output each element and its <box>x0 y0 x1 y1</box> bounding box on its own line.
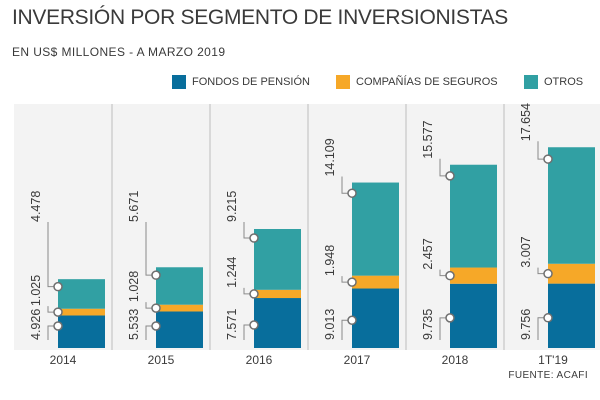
value-label: 9.735 <box>421 309 435 340</box>
value-label: 4.478 <box>29 191 43 222</box>
bar-segment <box>450 267 497 284</box>
legend-label-fondos: FONDOS DE PENSIÓN <box>192 76 310 88</box>
bar-segment <box>450 283 497 348</box>
value-marker <box>53 321 63 331</box>
legend-item-fondos: FONDOS DE PENSIÓN <box>172 74 310 90</box>
chart-title: INVERSIÓN POR SEGMENTO DE INVERSIONISTAS <box>12 6 508 29</box>
bar-segment <box>548 147 595 264</box>
bar-segment <box>254 298 301 348</box>
value-marker <box>347 315 357 326</box>
value-marker <box>151 270 161 280</box>
value-marker <box>445 171 455 181</box>
x-tick-label: 2018 <box>442 353 469 367</box>
bar-segment <box>254 229 301 290</box>
legend-label-otros: OTROS <box>544 76 584 88</box>
legend-swatch-companias <box>336 75 350 89</box>
value-label: 5.533 <box>127 309 141 340</box>
value-label: 9.756 <box>519 309 533 340</box>
value-label: 5.671 <box>127 191 141 222</box>
value-label: 7.571 <box>225 309 239 340</box>
x-tick-label: 1T'19 <box>538 353 568 367</box>
bar-segment <box>58 279 105 309</box>
value-marker <box>543 313 553 323</box>
chart-subtitle: EN US$ MILLONES - A MARZO 2019 <box>12 45 226 59</box>
x-tick-label: 2016 <box>246 353 273 367</box>
value-label: 1.025 <box>29 275 43 306</box>
bar-segment <box>352 275 399 289</box>
bar-segment <box>156 311 203 348</box>
value-label: 15.577 <box>421 120 435 158</box>
bar-segment <box>352 182 399 276</box>
bar-segment <box>352 288 399 348</box>
value-label: 9.215 <box>225 191 239 222</box>
value-marker <box>249 289 259 299</box>
value-label: 1.028 <box>127 271 141 302</box>
bar-segment <box>254 289 301 299</box>
value-label: 3.007 <box>519 236 533 267</box>
value-marker <box>53 281 63 292</box>
value-marker <box>249 233 259 243</box>
bar-segment <box>58 315 105 348</box>
value-label: 17.654 <box>519 103 533 141</box>
value-marker <box>543 268 553 279</box>
value-marker <box>347 188 357 198</box>
x-tick-label: 2015 <box>148 353 175 367</box>
value-marker <box>445 313 455 323</box>
legend-item-otros: OTROS <box>524 74 583 90</box>
bar-segment <box>548 263 595 284</box>
value-label: 2.457 <box>421 238 435 269</box>
bar-segment <box>450 164 497 268</box>
value-label: 4.926 <box>29 309 43 340</box>
value-marker <box>53 307 63 317</box>
legend-swatch-otros <box>524 75 538 89</box>
legend-swatch-fondos <box>172 75 186 89</box>
value-marker <box>151 303 161 313</box>
legend-item-companias: COMPAÑÍAS DE SEGUROS <box>336 74 498 90</box>
value-label: 14.109 <box>323 138 337 176</box>
x-tick-label: 2014 <box>50 353 77 367</box>
legend-label-companias: COMPAÑÍAS DE SEGUROS <box>356 76 498 88</box>
x-tick-label: 2017 <box>344 353 371 367</box>
bar-segment <box>58 308 105 316</box>
value-marker <box>249 320 259 330</box>
value-label: 1.948 <box>323 245 337 276</box>
source-note: FUENTE: ACAFI <box>508 370 588 381</box>
bar-segment <box>548 283 595 348</box>
value-marker <box>347 277 357 287</box>
bar-segment <box>156 304 203 312</box>
value-marker <box>151 321 161 331</box>
value-marker <box>543 154 553 164</box>
bar-segment <box>156 267 203 305</box>
value-label: 9.013 <box>323 309 337 340</box>
value-label: 1.244 <box>225 257 239 288</box>
value-marker <box>445 270 455 281</box>
